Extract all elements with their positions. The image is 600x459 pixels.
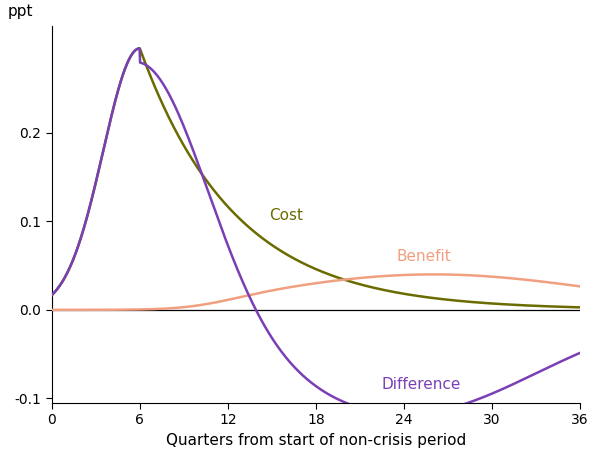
Text: Difference: Difference	[382, 377, 461, 392]
X-axis label: Quarters from start of non-crisis period: Quarters from start of non-crisis period	[166, 433, 466, 448]
Text: Benefit: Benefit	[397, 249, 451, 264]
Y-axis label: ppt: ppt	[7, 4, 33, 19]
Text: Cost: Cost	[269, 208, 303, 223]
